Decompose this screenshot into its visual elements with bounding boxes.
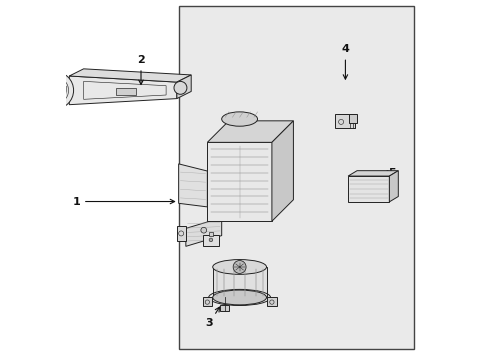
Ellipse shape: [213, 260, 267, 274]
Bar: [335, 114, 355, 128]
Circle shape: [36, 72, 74, 109]
Bar: [179, 6, 414, 348]
Bar: [267, 297, 276, 306]
Text: 5: 5: [383, 168, 396, 178]
Circle shape: [174, 81, 187, 94]
Circle shape: [51, 87, 58, 94]
Bar: [209, 232, 213, 235]
Polygon shape: [43, 83, 52, 94]
Bar: [203, 297, 212, 306]
Polygon shape: [348, 171, 398, 176]
Bar: [213, 267, 267, 297]
Ellipse shape: [221, 112, 258, 126]
Polygon shape: [48, 93, 59, 102]
Circle shape: [233, 261, 246, 273]
Circle shape: [41, 77, 69, 104]
Bar: [177, 226, 186, 241]
Polygon shape: [179, 164, 207, 207]
Bar: [207, 142, 272, 221]
Circle shape: [201, 227, 207, 233]
Text: 4: 4: [342, 45, 349, 79]
Text: 1: 1: [73, 197, 174, 207]
Polygon shape: [272, 121, 294, 221]
Polygon shape: [69, 69, 191, 82]
Polygon shape: [57, 87, 67, 98]
Bar: [349, 114, 357, 123]
Polygon shape: [69, 76, 177, 105]
Polygon shape: [48, 105, 62, 109]
Polygon shape: [177, 75, 191, 99]
Bar: [116, 88, 136, 95]
Text: 3: 3: [205, 307, 220, 328]
Polygon shape: [51, 78, 62, 88]
Bar: [348, 176, 390, 202]
Bar: [203, 235, 219, 246]
Circle shape: [209, 238, 213, 242]
Bar: [220, 305, 229, 311]
Text: 2: 2: [137, 55, 145, 85]
Polygon shape: [186, 218, 221, 246]
Polygon shape: [207, 121, 294, 142]
Ellipse shape: [213, 290, 267, 305]
Polygon shape: [390, 171, 398, 202]
